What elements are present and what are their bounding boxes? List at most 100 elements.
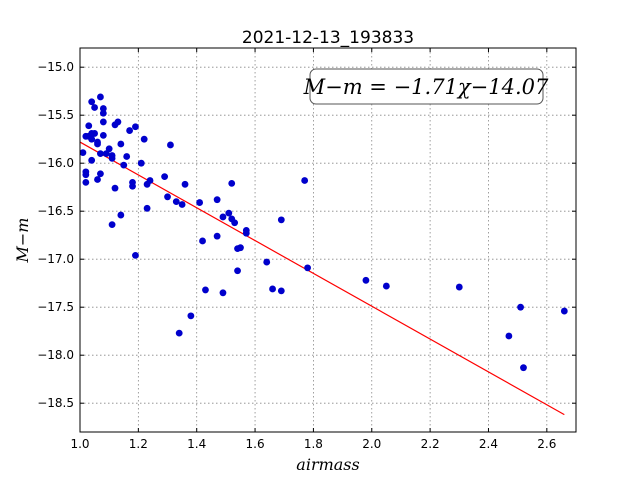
data-point <box>178 201 186 208</box>
x-tick-label: 1.6 <box>246 437 265 451</box>
data-point <box>146 177 154 184</box>
data-point <box>520 364 527 372</box>
x-tick-label: 2.4 <box>479 437 498 451</box>
data-point <box>455 283 463 291</box>
y-tick-label: −16.5 <box>37 204 74 218</box>
data-point <box>199 237 206 245</box>
x-tick-label: 2.2 <box>421 437 440 451</box>
data-point <box>362 276 370 284</box>
data-point <box>231 219 239 227</box>
y-axis-ticks: −15.0 −15.5 −16.0 −16.5 −17.0 −17.5 −18.0 −18.5 <box>37 60 576 410</box>
data-point <box>228 179 236 187</box>
data-point <box>517 303 524 311</box>
data-point <box>132 123 139 131</box>
data-point <box>97 93 104 101</box>
annotation-box <box>309 68 544 105</box>
data-point <box>91 130 98 137</box>
y-tick-label: −18.0 <box>37 348 74 362</box>
data-point <box>111 184 119 192</box>
x-tick-label: 1.8 <box>304 437 323 451</box>
y-tick-label: −15.5 <box>37 108 74 122</box>
data-point <box>237 244 244 252</box>
x-tick-label: 1.2 <box>129 437 148 451</box>
x-tick-label: 2.0 <box>362 437 381 451</box>
data-point <box>187 312 195 320</box>
data-point <box>225 209 233 217</box>
data-point <box>161 173 169 181</box>
data-point <box>277 216 285 224</box>
data-point <box>277 287 285 295</box>
data-point <box>167 141 174 149</box>
data-point <box>99 105 107 112</box>
data-point <box>143 204 151 212</box>
plot-frame <box>79 47 577 433</box>
data-point <box>213 196 221 204</box>
data-point <box>99 109 107 117</box>
y-tick-label: −16.0 <box>37 156 74 170</box>
data-point <box>172 198 180 206</box>
data-point <box>137 159 145 167</box>
data-point <box>213 232 221 240</box>
data-point <box>82 171 90 179</box>
data-point <box>132 251 139 259</box>
data-point <box>263 258 271 266</box>
data-point <box>242 229 250 237</box>
data-point <box>94 176 101 183</box>
data-point <box>82 179 90 186</box>
data-point <box>91 104 98 111</box>
x-tick-label: 1.0 <box>70 437 89 451</box>
data-point <box>99 118 107 126</box>
data-point <box>196 199 204 206</box>
data-point <box>505 332 513 340</box>
data-point <box>175 329 183 337</box>
data-point <box>117 211 125 219</box>
chart-title: 2021-12-13_193833 <box>242 28 414 48</box>
data-point <box>126 127 133 134</box>
data-point <box>140 135 148 143</box>
data-point <box>108 221 116 229</box>
data-point <box>114 118 122 126</box>
data-point <box>105 145 113 153</box>
y-axis-label: M−m <box>13 218 32 264</box>
x-tick-label: 2.6 <box>537 437 556 451</box>
y-tick-label: −17.5 <box>37 300 74 314</box>
data-point <box>181 180 189 188</box>
data-point <box>301 177 309 184</box>
fit-line-group <box>79 141 565 416</box>
data-point <box>202 286 209 294</box>
data-point <box>97 150 104 158</box>
x-tick-label: 1.4 <box>187 437 206 451</box>
x-axis-ticks: 1.0 1.2 1.4 1.6 1.8 2.0 2.2 2.4 2.6 <box>70 48 556 451</box>
grid <box>79 48 576 432</box>
fit-equation-text: M−m = −1.71χ−14.07 <box>303 75 549 99</box>
data-point <box>269 285 276 293</box>
data-point <box>123 153 131 160</box>
fit-line <box>79 141 565 416</box>
data-point <box>88 135 96 143</box>
data-point <box>97 170 104 178</box>
data-point <box>382 282 390 290</box>
data-point <box>219 213 227 221</box>
data-point <box>85 122 93 130</box>
y-tick-label: −15.0 <box>37 60 74 74</box>
data-point <box>219 289 227 297</box>
data-point <box>304 264 311 272</box>
data-point <box>560 307 568 315</box>
data-point <box>88 156 96 164</box>
data-point <box>88 98 96 106</box>
data-point <box>129 182 136 190</box>
data-point <box>120 161 128 169</box>
y-tick-label: −18.5 <box>37 396 74 410</box>
data-points <box>79 93 568 372</box>
data-point <box>234 267 241 275</box>
data-point <box>99 131 107 139</box>
data-point <box>117 140 125 148</box>
data-point <box>94 140 101 148</box>
x-axis-label: airmass <box>296 455 359 474</box>
data-point <box>79 149 87 157</box>
data-point <box>108 152 116 159</box>
data-point <box>164 193 171 201</box>
fit-equation-annotation: M−m = −1.71χ−14.07 <box>303 68 549 105</box>
y-tick-label: −17.0 <box>37 252 74 266</box>
